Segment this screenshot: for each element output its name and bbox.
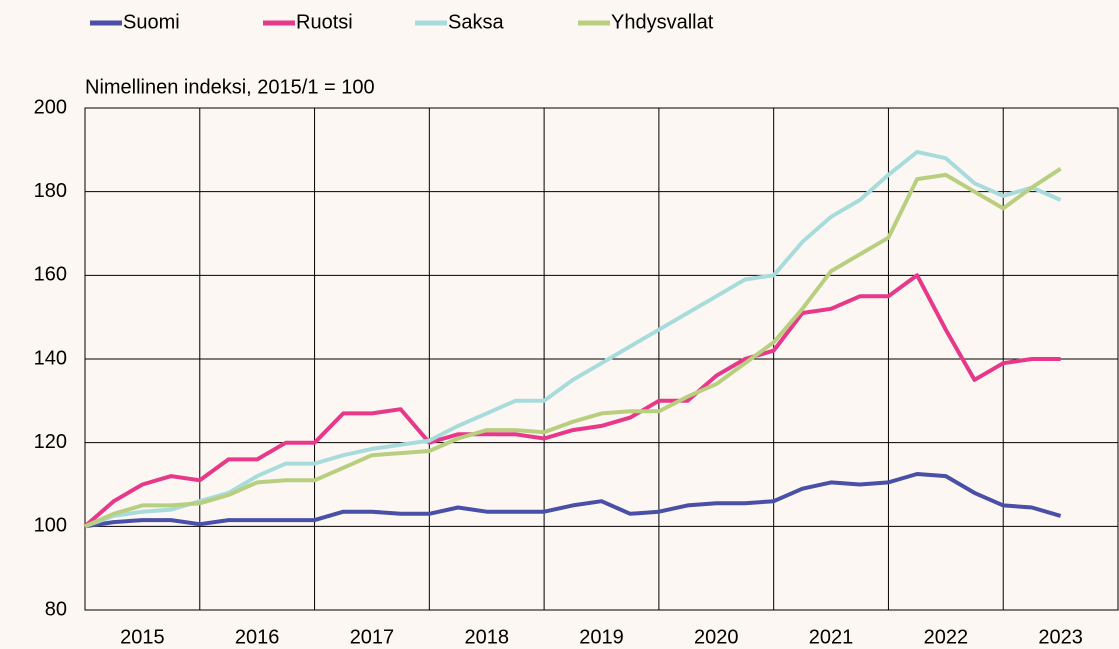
y-tick-label: 140	[34, 347, 67, 369]
series-line	[84, 149, 1062, 529]
y-axis-label: Nimellinen indeksi, 2015/1 = 100	[85, 76, 375, 98]
series-line	[83, 273, 1061, 528]
x-tick-label: 2016	[235, 626, 280, 648]
series-line	[84, 472, 1062, 529]
x-tick-label: 2022	[924, 626, 969, 648]
x-tick-label: 2023	[1038, 626, 1083, 648]
series-line	[84, 167, 1062, 529]
y-tick-label: 200	[34, 96, 67, 118]
legend-label: Ruotsi	[296, 11, 353, 33]
x-tick-label: 2018	[464, 626, 509, 648]
x-tick-label: 2020	[694, 626, 739, 648]
y-tick-label: 100	[34, 515, 67, 537]
x-tick-label: 2019	[579, 626, 624, 648]
y-tick-label: 80	[45, 598, 67, 620]
y-tick-label: 160	[34, 264, 67, 286]
plot-border	[84, 107, 1119, 611]
legend-label: Saksa	[448, 11, 504, 33]
x-tick-label: 2021	[809, 626, 854, 648]
legend-label: Yhdysvallat	[611, 11, 714, 33]
x-tick-label: 2015	[120, 626, 165, 648]
x-tick-label: 2017	[350, 626, 395, 648]
y-tick-label: 120	[34, 431, 67, 453]
y-tick-label: 180	[34, 180, 67, 202]
legend-label: Suomi	[123, 11, 180, 33]
